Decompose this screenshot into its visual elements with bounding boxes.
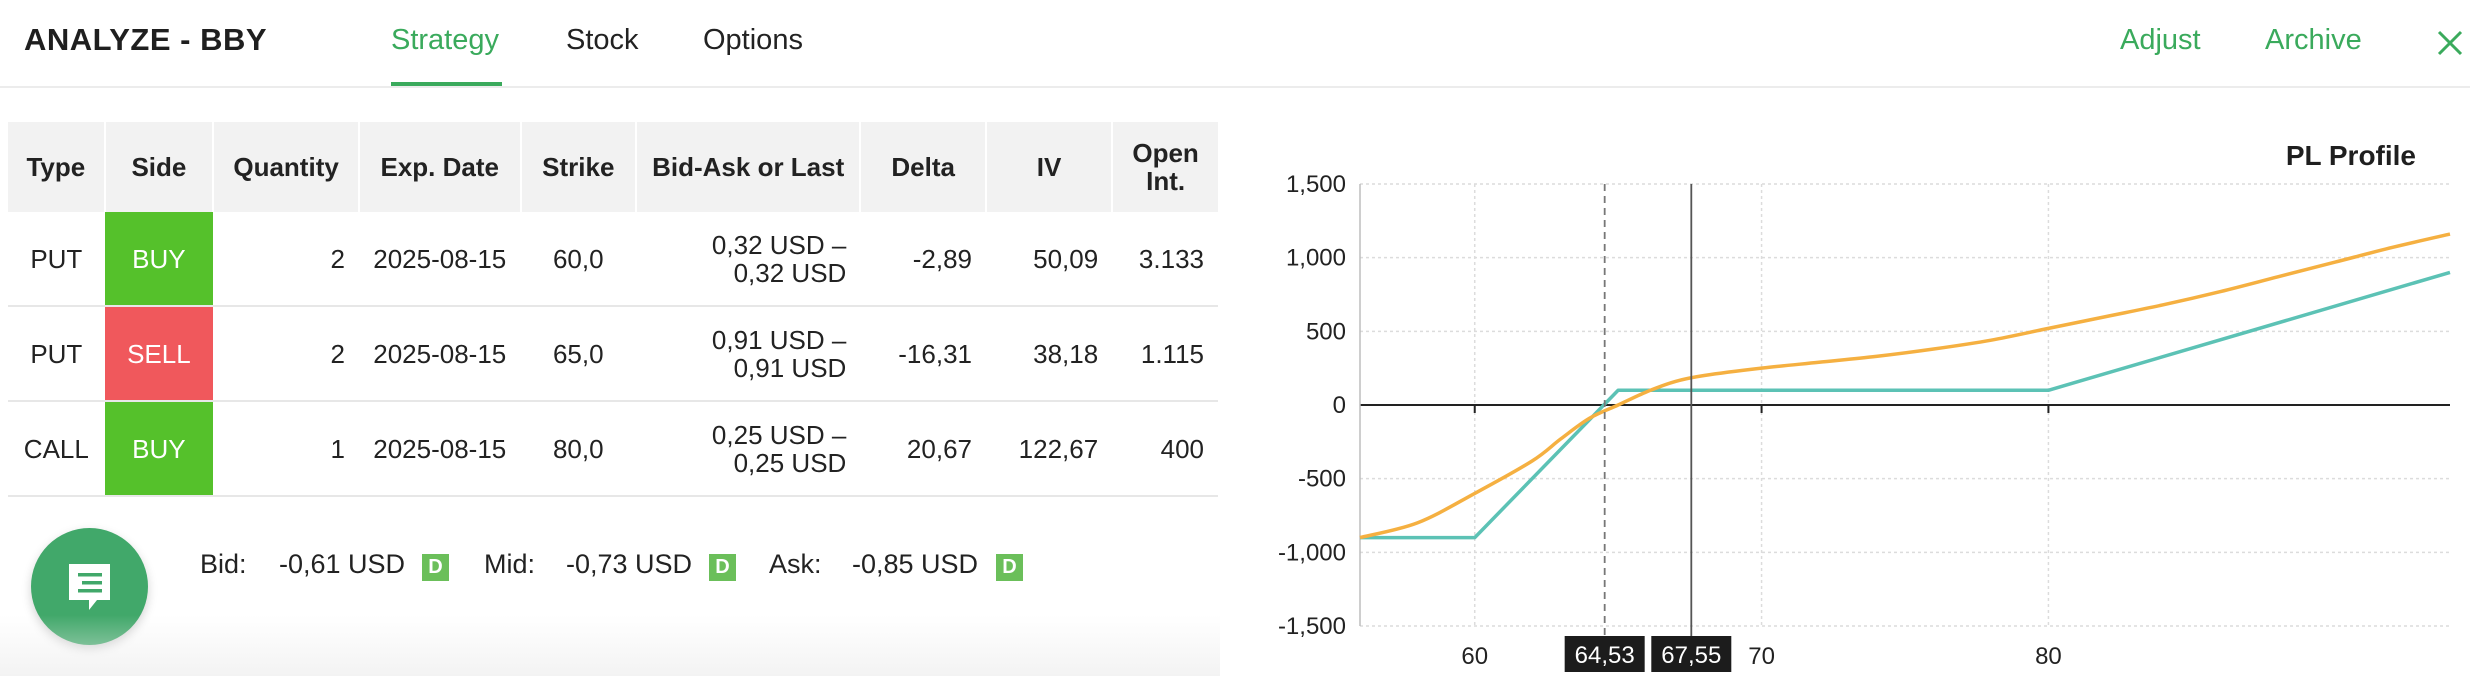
y-tick-label: -500 — [1298, 466, 1346, 493]
column-header-quantity: Quantity — [212, 122, 359, 212]
chart-title: PL Profile — [2285, 140, 2416, 171]
tab-options[interactable]: Options — [703, 24, 803, 56]
close-icon[interactable] — [2435, 24, 2465, 60]
table-row[interactable]: CALL BUY 1 2025-08-15 80,0 0,25 USD –0,2… — [8, 401, 1218, 497]
cell-iv: 38,18 — [986, 306, 1113, 402]
cell-open-int: 1.115 — [1112, 306, 1218, 402]
x-tick-label: 80 — [2035, 643, 2062, 670]
cell-strike: 60,0 — [520, 212, 637, 307]
current-pl-line — [1359, 232, 2451, 540]
strategy-legs-table: Type Side Quantity Exp. Date Strike Bid-… — [8, 122, 1218, 497]
column-header-side: Side — [103, 122, 214, 212]
side-buy-button[interactable]: BUY — [104, 402, 214, 495]
cell-delta: 20,67 — [860, 401, 986, 497]
column-header-bid-ask: Bid-Ask or Last — [635, 122, 861, 212]
mid-label: Mid: — [484, 549, 536, 579]
bottom-fade — [0, 615, 1220, 676]
y-tick-label: 500 — [1306, 318, 1346, 345]
cell-type: PUT — [8, 306, 105, 402]
marker-label: 67,55 — [1661, 642, 1721, 669]
cell-exp-date: 2025-08-15 — [359, 306, 521, 402]
cell-strike: 80,0 — [520, 401, 637, 497]
column-header-strike: Strike — [519, 122, 637, 212]
cell-exp-date: 2025-08-15 — [359, 401, 521, 497]
table-row[interactable]: PUT SELL 2 2025-08-15 65,0 0,91 USD –0,9… — [8, 306, 1218, 402]
table-header-row: Type Side Quantity Exp. Date Strike Bid-… — [8, 122, 1218, 212]
table-row[interactable]: PUT BUY 2 2025-08-15 60,0 0,32 USD –0,32… — [8, 212, 1218, 307]
column-header-delta: Delta — [859, 122, 986, 212]
x-tick-label: 60 — [1461, 643, 1488, 670]
bid-ask-line-1: 0,32 USD – — [711, 229, 847, 260]
bid-ask-line-2: 0,91 USD — [733, 352, 847, 383]
cell-bid-ask: 0,32 USD –0,32 USD — [636, 212, 861, 307]
pl-profile-chart[interactable]: 1,500 1,000 500 0 -500 -1,000 -1,500 60 70 80 64,… — [1240, 0, 2470, 676]
marker-label-box — [1651, 636, 1732, 672]
ask-label: Ask: — [769, 549, 822, 579]
adjust-button[interactable]: Adjust — [2120, 24, 2201, 56]
column-header-exp-date: Exp. Date — [358, 122, 521, 212]
cell-type: PUT — [8, 212, 105, 307]
archive-button[interactable]: Archive — [2265, 24, 2362, 56]
cell-quantity: 2 — [213, 306, 359, 402]
cell-side: BUY — [104, 212, 214, 307]
bid-ask-line-2: 0,32 USD — [733, 257, 847, 288]
cell-delta: -16,31 — [860, 306, 986, 402]
cell-bid-ask: 0,25 USD –0,25 USD — [636, 401, 861, 497]
column-header-iv: IV — [984, 122, 1113, 212]
bid-label: Bid: — [200, 549, 247, 579]
bid-value: -0,61 USD — [279, 549, 406, 579]
expiration-pl-line — [1360, 270, 2451, 540]
chat-icon — [69, 564, 110, 610]
header-bar: ANALYZE - BBY Strategy Stock Options Adj… — [0, 0, 2470, 88]
column-header-open-int: Open Int. — [1111, 122, 1218, 212]
cell-quantity: 2 — [213, 212, 359, 307]
cell-quantity: 1 — [213, 401, 359, 497]
cell-strike: 65,0 — [520, 306, 637, 402]
cell-delta: -2,89 — [860, 212, 986, 307]
chat-button[interactable] — [31, 528, 148, 645]
cell-bid-ask: 0,91 USD –0,91 USD — [636, 306, 861, 402]
y-tick-label: -1,500 — [1278, 613, 1346, 640]
marker-label: 64,53 — [1575, 642, 1635, 669]
y-tick-label: 0 — [1333, 392, 1346, 419]
mid-d-badge: D — [709, 554, 736, 581]
open-int-header-label: Open Int. — [1132, 138, 1199, 196]
bid-ask-line-1: 0,25 USD – — [711, 419, 847, 450]
side-buy-button[interactable]: BUY — [104, 212, 214, 305]
y-tick-label: 1,000 — [1286, 245, 1346, 272]
cell-side: BUY — [104, 401, 214, 497]
side-sell-button[interactable]: SELL — [104, 307, 214, 400]
cell-iv: 122,67 — [986, 401, 1113, 497]
mid-value: -0,73 USD — [566, 549, 693, 579]
cell-side: SELL — [104, 306, 214, 402]
marker-label-box — [1564, 636, 1645, 672]
ask-d-badge: D — [996, 554, 1023, 581]
y-tick-label: 1,500 — [1286, 171, 1346, 198]
x-tick-label: 70 — [1748, 643, 1775, 670]
column-header-type: Type — [8, 122, 105, 212]
cell-type: CALL — [8, 401, 105, 497]
tab-stock[interactable]: Stock — [566, 24, 639, 56]
ask-value: -0,85 USD — [852, 549, 979, 579]
tab-strategy[interactable]: Strategy — [391, 24, 499, 56]
bid-d-badge: D — [422, 554, 449, 581]
cell-exp-date: 2025-08-15 — [359, 212, 521, 307]
cell-iv: 50,09 — [986, 212, 1113, 307]
active-tab-indicator — [391, 82, 502, 86]
cell-open-int: 3.133 — [1112, 212, 1218, 307]
y-tick-label: -1,000 — [1278, 539, 1346, 566]
bid-ask-line-1: 0,91 USD – — [711, 324, 847, 355]
bid-ask-line-2: 0,25 USD — [733, 447, 847, 478]
page-title: ANALYZE - BBY — [24, 22, 268, 57]
cell-open-int: 400 — [1112, 401, 1218, 497]
